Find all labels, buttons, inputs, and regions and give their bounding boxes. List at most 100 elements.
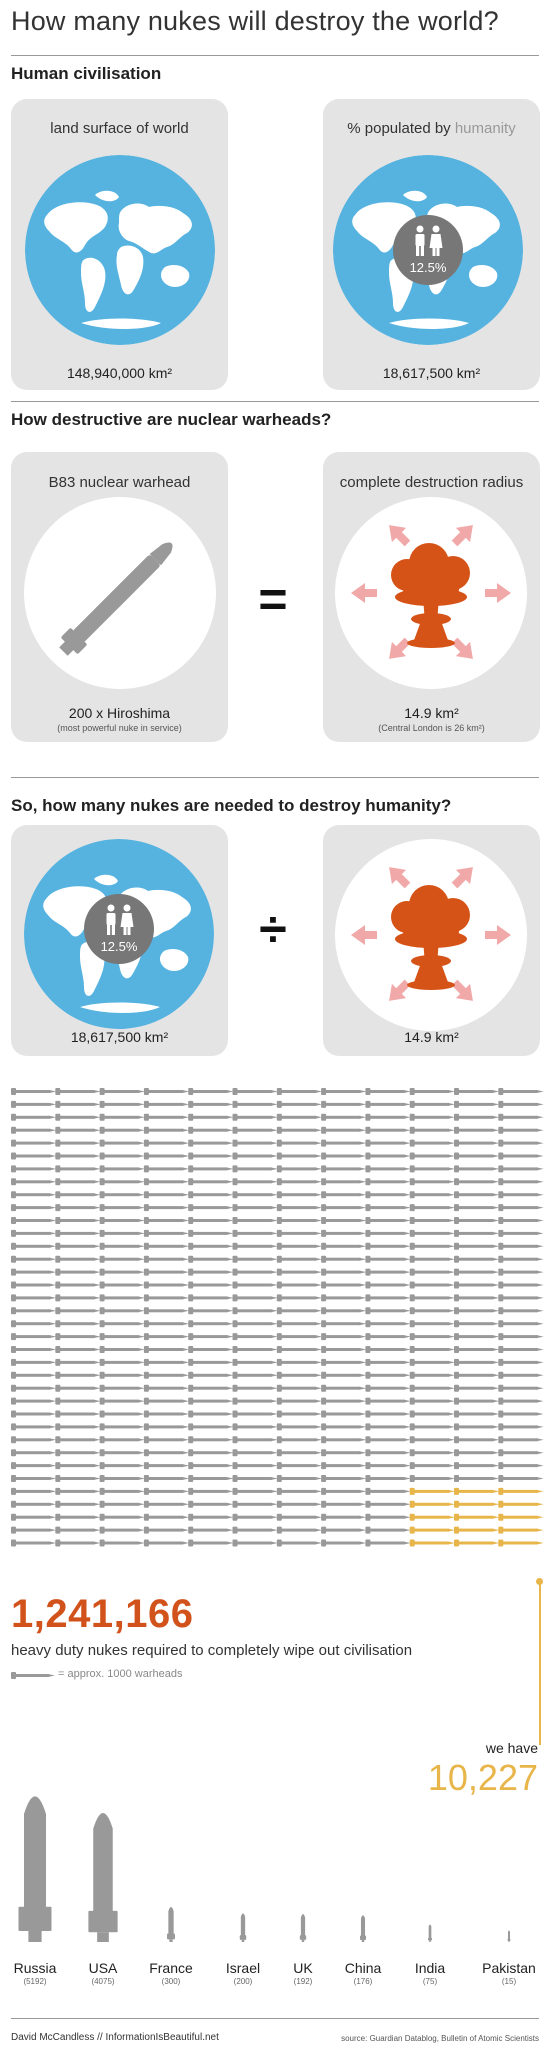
missile-icon (498, 1127, 543, 1134)
missile-icon (321, 1204, 366, 1211)
missile-icon (277, 1346, 322, 1353)
country-count: (75) (390, 1977, 470, 1986)
missile-icon (100, 1204, 145, 1211)
missile-icon (498, 1153, 543, 1160)
missile-icon (233, 1114, 278, 1121)
section-heading-destructive: How destructive are nuclear warheads? (11, 410, 331, 430)
missile-icon (55, 1501, 100, 1508)
missile-icon (498, 1372, 543, 1379)
missile-icon (410, 1114, 455, 1121)
missile-icon (55, 1088, 100, 1095)
missile-icon (233, 1488, 278, 1495)
missile-icon (144, 1372, 189, 1379)
missile-icon (454, 1204, 499, 1211)
missile-icon (277, 1514, 322, 1521)
missile-icon (55, 1449, 100, 1456)
missile-icon (11, 1436, 56, 1443)
missile-icon (277, 1191, 322, 1198)
missile-icon (11, 1501, 56, 1508)
missile-icon (55, 1385, 100, 1392)
missile-icon (55, 1320, 100, 1327)
missile-icon (498, 1346, 543, 1353)
missile-icon (55, 1333, 100, 1340)
missile-icon (100, 1101, 145, 1108)
missile-icon (188, 1423, 233, 1430)
we-have-label: we have (486, 1740, 538, 1756)
missile-icon (233, 1320, 278, 1327)
missile-icon (100, 1449, 145, 1456)
missile-icon (365, 1217, 410, 1224)
missile-icon (11, 1449, 56, 1456)
missile-icon (321, 1230, 366, 1237)
country-label-pakistan: Pakistan (15) (469, 1960, 549, 1986)
missile-icon (410, 1307, 455, 1314)
missile-icon (188, 1217, 233, 1224)
missile-icon (11, 1475, 56, 1482)
missile-icon (365, 1501, 410, 1508)
missile-icon (410, 1449, 455, 1456)
missile-icon (365, 1191, 410, 1198)
missile-icon (55, 1475, 100, 1482)
missile-icon (188, 1475, 233, 1482)
missile-icon (55, 1269, 100, 1276)
missile-icon (144, 1514, 189, 1521)
missile-icon (321, 1449, 366, 1456)
missile-icon (100, 1333, 145, 1340)
missile-icon (188, 1320, 233, 1327)
missile-icon (11, 1488, 56, 1495)
missile-icon (454, 1423, 499, 1430)
missile-icon (233, 1217, 278, 1224)
missile-icon (321, 1127, 366, 1134)
percent-badge-label: 12.5% (393, 260, 463, 275)
missile-icon (454, 1398, 499, 1405)
missile-icon (498, 1088, 543, 1095)
missile-icon (365, 1398, 410, 1405)
missile-icon (55, 1282, 100, 1289)
missile-icon (410, 1217, 455, 1224)
divider (11, 55, 539, 56)
missile-icon (365, 1101, 410, 1108)
missile-icon (144, 1449, 189, 1456)
missile-icon (144, 1204, 189, 1211)
missile-icon (233, 1372, 278, 1379)
missile-icon (233, 1540, 278, 1547)
missile-icon (454, 1372, 499, 1379)
missile-icon (55, 1204, 100, 1211)
missile-icon (144, 1307, 189, 1314)
populated-area-card: 12.5% 18,617,500 km² (11, 825, 228, 1056)
percent-badge: 12.5% (393, 215, 463, 285)
missile-icon (365, 1462, 410, 1469)
missile-icon (277, 1269, 322, 1276)
destruction-area-value: 14.9 km² (323, 1029, 540, 1045)
missile-icon (144, 1114, 189, 1121)
missile-icon (498, 1165, 543, 1172)
missile-icon (277, 1140, 322, 1147)
missile-icon (188, 1140, 233, 1147)
missile-icon (55, 1423, 100, 1430)
missile-icon (233, 1462, 278, 1469)
missile-icon (11, 1385, 56, 1392)
destruction-radius-note: (Central London is 26 km²) (323, 723, 540, 733)
missile-icon (365, 1411, 410, 1418)
country-count: (300) (131, 1977, 211, 1986)
missile-icon (55, 1488, 100, 1495)
missile-icon (144, 1423, 189, 1430)
missile-icon (454, 1385, 499, 1392)
missile-icon (498, 1385, 543, 1392)
destruction-radius-value: 14.9 km² (323, 705, 540, 721)
missile-icon (11, 1101, 56, 1108)
missile-icon (321, 1140, 366, 1147)
missile-icon (144, 1217, 189, 1224)
missile-icon (277, 1333, 322, 1340)
missile-icon (233, 1475, 278, 1482)
missile-icon (100, 1217, 145, 1224)
missile-icon (55, 1359, 100, 1366)
missile-icon (454, 1307, 499, 1314)
missile-icon (233, 1101, 278, 1108)
missile-icon (233, 1514, 278, 1521)
missile-icon (454, 1243, 499, 1250)
missile-icon (144, 1230, 189, 1237)
missile-icon (233, 1411, 278, 1418)
missile-icon (321, 1165, 366, 1172)
missile-icon (144, 1191, 189, 1198)
